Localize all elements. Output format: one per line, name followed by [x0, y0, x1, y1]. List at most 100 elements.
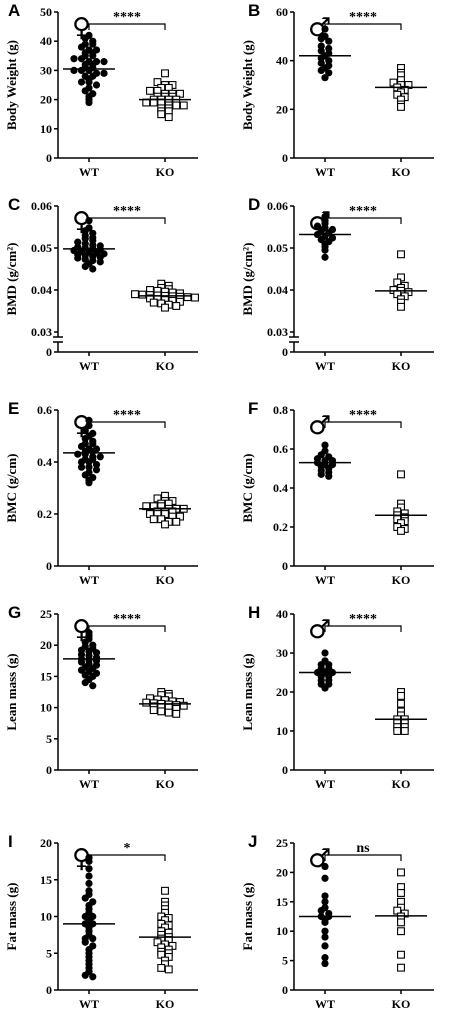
y-tick-label: 10 [276, 924, 288, 938]
y-tick-label: 60 [276, 5, 288, 19]
data-point-wt [85, 879, 93, 888]
y-tick-label: 0.05 [31, 241, 52, 255]
x-tick-label: KO [392, 573, 411, 587]
panel-label: I [8, 832, 13, 851]
data-point-ko [164, 708, 173, 717]
sex-symbol: ♀ [72, 13, 91, 43]
data-point-wt [85, 98, 93, 107]
data-point-ko [157, 110, 166, 119]
data-point-wt [77, 78, 86, 86]
y-tick-label: 15 [40, 669, 52, 683]
significance-label: **** [113, 612, 141, 627]
data-point-ko [142, 698, 151, 707]
y-tick-label: 0 [46, 151, 52, 165]
significance-label: **** [349, 10, 377, 25]
data-point-ko [149, 298, 158, 307]
panel-label: C [8, 195, 20, 214]
data-point-wt [81, 262, 89, 271]
data-point-wt [70, 66, 78, 74]
sex-symbol: ♀ [72, 207, 91, 237]
data-point-wt [85, 872, 93, 880]
y-tick-label: 20 [276, 102, 288, 116]
y-tick-label: 40 [40, 34, 52, 48]
x-tick-label: KO [392, 777, 411, 791]
data-point-ko [393, 727, 402, 735]
data-point-wt [77, 458, 86, 466]
data-point-ko [161, 69, 169, 78]
sex-symbol: ♀ [72, 615, 91, 645]
significance-bracket [88, 421, 166, 428]
y-axis-label: BMD (g/cm²) [240, 243, 255, 316]
data-point-ko [146, 86, 154, 95]
data-point-ko [157, 963, 166, 972]
data-point-wt [89, 973, 97, 981]
data-point-wt [70, 55, 78, 63]
data-point-wt [81, 971, 89, 979]
panel-label: B [248, 1, 260, 20]
sex-symbol: ♂ [308, 844, 331, 874]
data-point-wt [321, 918, 329, 926]
data-point-ko [397, 302, 405, 311]
data-point-wt [317, 59, 325, 67]
sex-symbol: ♂ [308, 207, 331, 237]
data-point-wt [321, 253, 329, 261]
data-point-wt [74, 238, 82, 246]
data-point-wt [325, 472, 333, 480]
data-point-ko [161, 520, 169, 529]
data-point-ko [172, 302, 181, 310]
data-point-wt [325, 69, 333, 77]
panel-label: D [248, 195, 260, 214]
sex-symbol: ♂ [308, 13, 331, 43]
data-point-wt [321, 874, 329, 882]
significance-label: **** [113, 204, 141, 219]
y-tick-label: 5 [46, 946, 52, 960]
data-point-wt [85, 479, 93, 487]
y-tick-label: 25 [276, 836, 288, 850]
y-axis-label: Body Weight (g) [240, 40, 255, 130]
data-point-wt [81, 87, 89, 95]
sex-symbol: ♀ [72, 411, 91, 441]
data-point-wt [317, 66, 325, 74]
data-point-wt [77, 43, 86, 51]
x-tick-label: WT [79, 359, 99, 373]
y-axis-label: BMC (g/cm) [4, 454, 19, 523]
data-point-wt [77, 463, 86, 471]
x-tick-label: WT [79, 573, 99, 587]
x-tick-label: WT [315, 573, 335, 587]
data-point-wt [321, 933, 329, 941]
y-tick-label: 0.06 [31, 199, 52, 213]
data-point-ko [172, 517, 181, 526]
data-point-wt [321, 892, 329, 900]
x-tick-label: WT [79, 997, 99, 1010]
sex-symbol: ♂ [308, 615, 331, 645]
data-point-ko [164, 965, 173, 974]
y-tick-label: 25 [40, 607, 52, 621]
data-point-wt [92, 81, 101, 89]
data-point-ko [397, 889, 405, 897]
data-point-wt [321, 684, 329, 692]
x-tick-label: KO [156, 165, 175, 179]
data-point-wt [85, 78, 93, 86]
y-tick-label: 5 [46, 732, 52, 746]
significance-label: ns [356, 841, 370, 856]
y-tick-label: 20 [276, 865, 288, 879]
data-point-wt [85, 865, 93, 873]
y-tick-label: 0.6 [37, 403, 52, 417]
significance-bracket [324, 854, 402, 861]
y-tick-label: 10 [40, 701, 52, 715]
panel-e: E BMC (g/cm) 0 0.2 0.4 0.6 WT KO **** ♀ [4, 399, 198, 587]
data-point-wt [89, 52, 97, 60]
y-axis-label: Fat mass (g) [240, 883, 255, 951]
data-point-wt [92, 461, 101, 469]
data-point-ko [157, 707, 166, 716]
data-point-ko [397, 927, 405, 936]
data-point-ko [172, 101, 181, 110]
data-point-wt [81, 471, 89, 479]
data-point-wt [100, 69, 108, 77]
data-point-wt [92, 466, 101, 474]
data-point-wt [89, 682, 97, 690]
data-point-wt [77, 666, 86, 674]
data-point-wt [89, 40, 97, 48]
data-point-wt [85, 463, 93, 471]
sex-symbol: ♂ [308, 411, 331, 441]
